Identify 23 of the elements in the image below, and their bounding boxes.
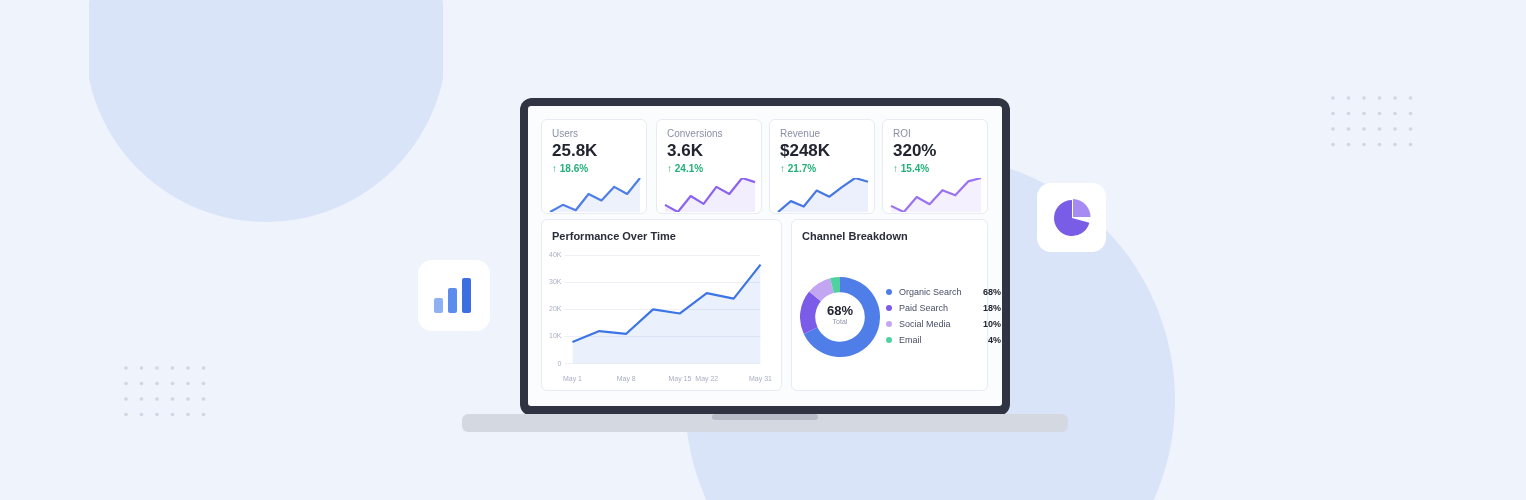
legend-label: Social Media (899, 319, 952, 329)
data-label: 4% (987, 335, 1001, 345)
legend-label: Paid Search (899, 303, 950, 313)
legend-label: Email (899, 335, 923, 345)
text: 3.6K (667, 141, 703, 161)
chart-title: ROI (893, 128, 911, 139)
chart-title: Revenue (780, 128, 821, 139)
text: 68% (826, 303, 854, 318)
text: ↑ 15.4% (893, 163, 930, 174)
chart-title: Conversions (667, 128, 723, 139)
legend-label: Organic Search (899, 287, 963, 297)
data-label: 68% (982, 287, 1001, 297)
text: 320% (893, 141, 937, 161)
chart-title: Users (552, 128, 579, 139)
data-label: 10% (982, 319, 1001, 329)
text: $248K (780, 141, 831, 161)
data-label: 18% (982, 303, 1001, 313)
text: 25.8K (552, 141, 598, 161)
chart-title: Performance Over Time (552, 230, 676, 242)
text: ↑ 18.6% (552, 163, 589, 174)
text: ↑ 24.1% (667, 163, 704, 174)
text: ↑ 21.7% (780, 163, 817, 174)
chart-title: Channel Breakdown (802, 230, 908, 242)
